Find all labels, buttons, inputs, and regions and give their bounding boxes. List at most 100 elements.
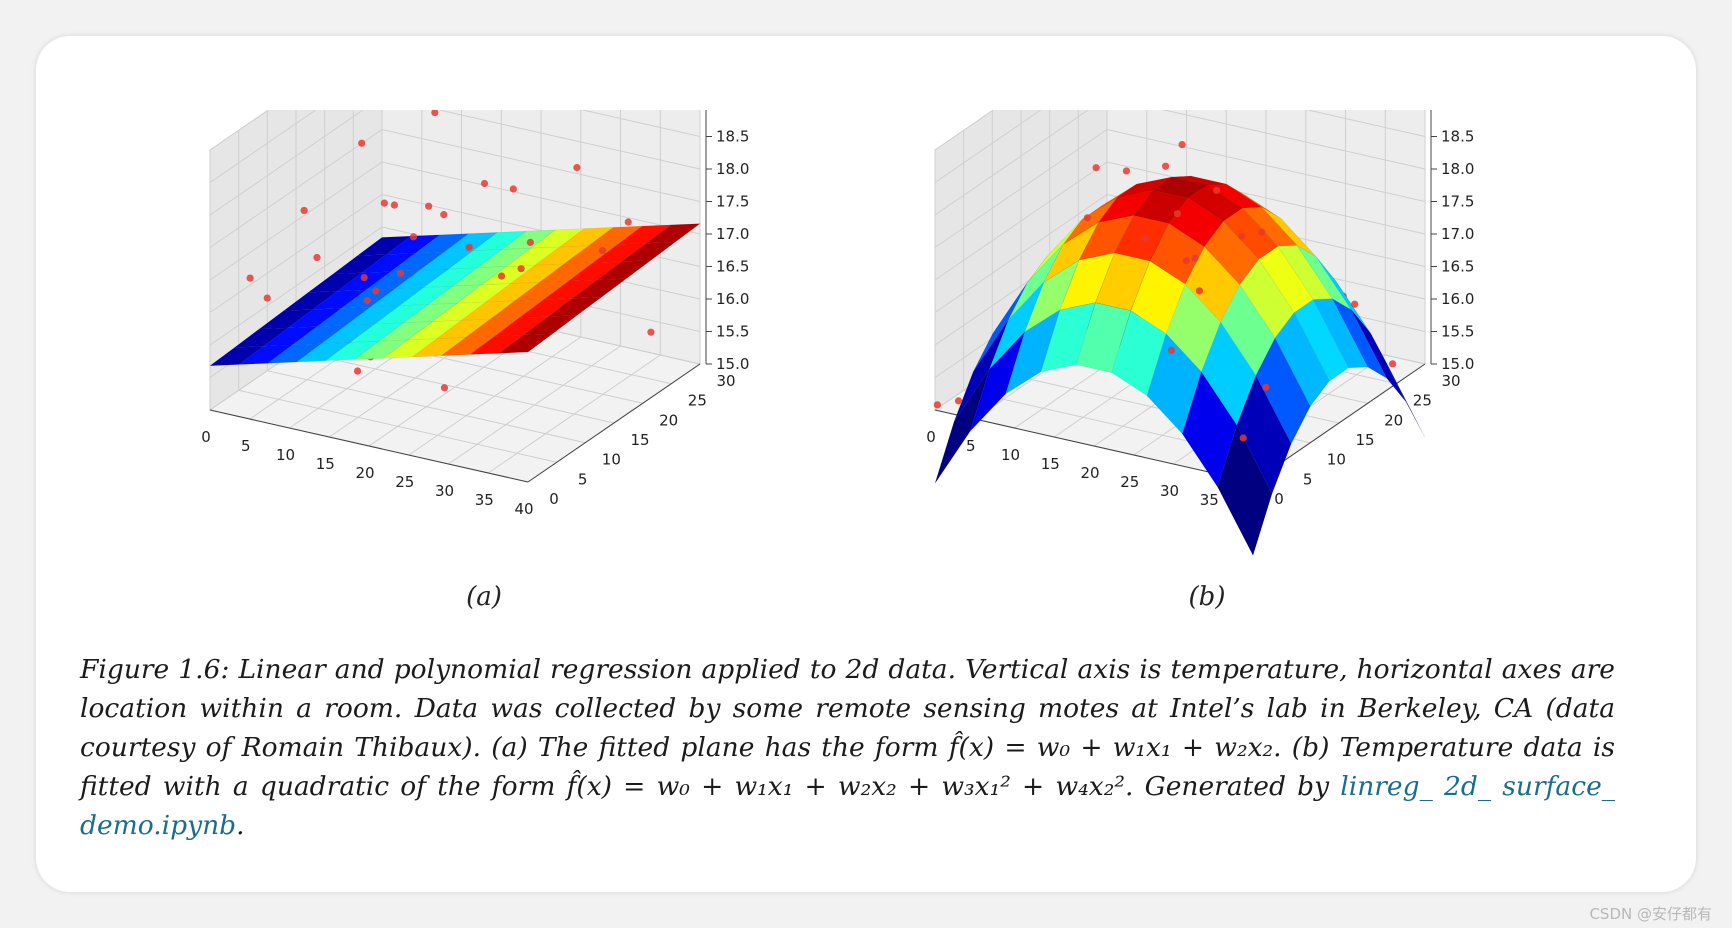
x-tick-label: 25 [1120,473,1139,491]
y-tick-label: 30 [716,372,735,390]
data-point [517,265,525,273]
surface-cell [1217,424,1273,557]
y-tick-label: 10 [602,451,621,469]
data-point [509,185,517,193]
plot-a-linear-plane: 0 5 10 15 20 25 30 35 40 0 5 10 15 20 25 30 15.0 15.5 16.0… [170,110,810,580]
caption-part1: Figure 1.6: Linear and polynomial regres… [80,654,1615,763]
y-tick-label: 5 [1303,470,1313,488]
data-point [431,110,439,117]
data-point [1258,228,1266,236]
z-tick-label: 15.5 [716,323,749,341]
data-points [933,141,1397,442]
surface-cell [1351,309,1407,402]
data-point [954,397,963,405]
data-point [465,243,473,251]
z-tick-label: 16.5 [1441,258,1474,276]
z-tick-label: 18.0 [1441,160,1474,178]
data-point [353,367,362,375]
z-tick-label: 15.0 [1441,355,1474,373]
data-point [1239,434,1247,442]
data-point [933,401,941,409]
x-tick-label: 5 [241,437,251,455]
data-point [598,247,607,255]
plot-b-quadratic-surface: 051015202530354005101520253015.015.516.0… [895,110,1535,580]
data-point [1389,360,1397,368]
x-tick-label: 30 [435,482,454,500]
x-tick-label: 10 [1001,446,1020,464]
surface-cell [1255,337,1311,445]
notebook-link[interactable]: linreg_ 2d_ surface_ demo.ipynb [80,771,1615,841]
x-tick-label: 15 [1041,455,1060,473]
y-tick-label: 0 [1274,490,1284,508]
grid-line-z [934,110,1426,183]
data-point [1173,210,1182,218]
data-point [397,269,405,277]
data-point [497,272,506,280]
data-points [246,110,632,305]
data-point [526,238,534,246]
surface-cell [522,314,579,336]
x-axis-line [209,409,529,483]
data-point [246,274,254,282]
data-point [573,164,581,172]
y-tick-label: 0 [549,490,559,508]
grid-line-z [934,110,995,151]
x-axis-line [934,409,1254,483]
data-point [1083,214,1091,222]
data-point [313,253,321,262]
z-tick-label: 17.5 [1441,193,1474,211]
data-point [372,287,380,295]
z-tick-label: 15.0 [716,355,749,373]
z-tick-label: 16.0 [716,290,749,308]
data-point [647,328,655,336]
data-point [1213,186,1221,195]
x-tick-label: 25 [395,473,414,491]
z-tick-label: 19.0 [1441,110,1474,113]
data-point [409,233,418,241]
plot-b-svg: 051015202530354005101520253015.015.516.0… [926,110,1474,557]
x-tick-label: 0 [926,428,936,446]
grid-line-z [209,128,701,248]
surface-cell [571,278,628,299]
grid-line-z [934,161,1426,281]
grid-line-z [209,110,270,151]
x-tick-label: 10 [276,446,295,464]
data-point [440,384,449,392]
figure-caption: Figure 1.6: Linear and polynomial regres… [80,650,1615,845]
x-tick-label: 5 [966,437,976,455]
y-tick-label: 20 [1384,411,1403,429]
x-tick-label: 0 [201,428,211,446]
y-tick-label: 5 [578,470,588,488]
x-tick-label: 15 [316,455,335,473]
z-tick-label: 19.0 [716,110,749,113]
x-tick-label: 20 [1080,464,1099,482]
grid-line-z [934,110,1426,216]
caption-part2: . (b) Temperature data is fitted with a … [80,732,1616,802]
z-tick-label: 17.0 [716,225,749,243]
grid-line-z [934,128,1426,248]
x-tick-label: 20 [355,464,374,482]
data-point [1178,141,1186,149]
formula-b: f̂(x) = w₀ + w₁x₁ + w₂x₂ + w₃x₁² + w₄x₂² [566,771,1125,802]
data-point [358,139,366,147]
data-point [390,201,398,209]
x-tick-label: 35 [1200,491,1219,509]
data-point [360,273,368,282]
caption-part3: . Generated by [1124,771,1341,802]
grid-line-z [209,161,701,281]
data-point [363,296,371,305]
z-tick-label: 16.5 [716,258,749,276]
grid-line-z [934,193,1426,313]
y-tick-label: 25 [688,392,707,410]
data-point [1167,346,1176,354]
data-point [1122,167,1131,175]
data-point [1195,287,1203,295]
y-tick-label: 30 [1441,372,1460,390]
y-tick-label: 25 [1413,392,1432,410]
data-point [1262,383,1270,391]
z-tick-label: 18.5 [716,128,749,146]
data-point [425,202,433,210]
watermark: CSDN @安仔都有 [1589,905,1712,923]
surface-cell [1312,298,1369,369]
data-point [1191,254,1199,262]
